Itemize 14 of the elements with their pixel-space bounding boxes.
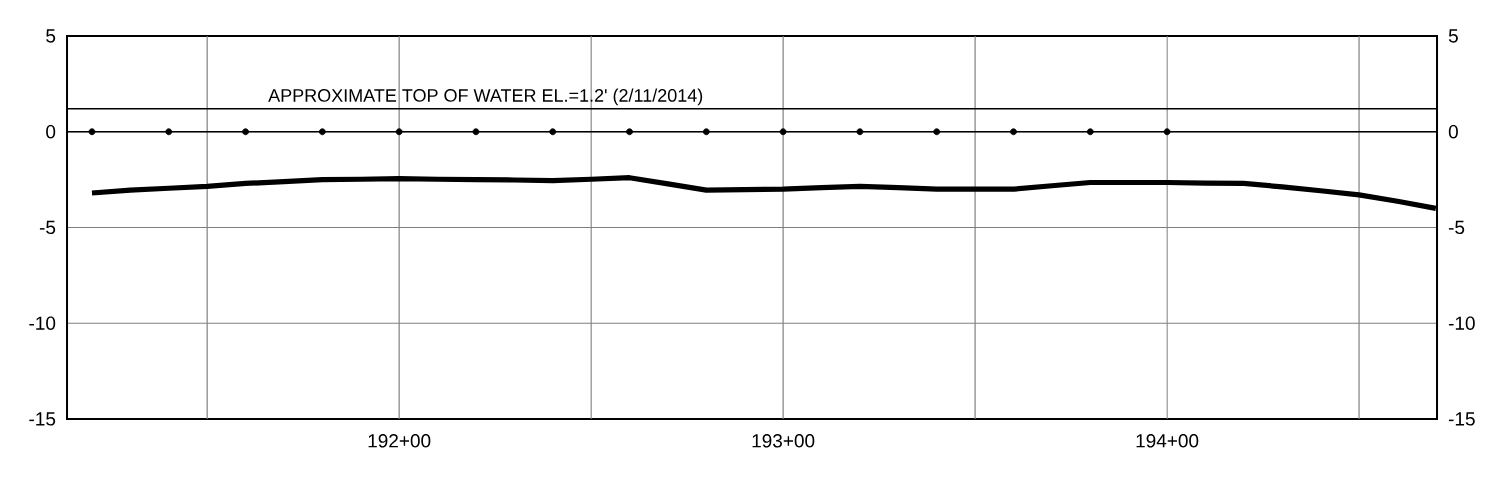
y2-tick-label: 5 xyxy=(1448,29,1458,43)
x-tick-label: 192+00 xyxy=(368,434,431,448)
y-tick-label: -15 xyxy=(29,412,56,426)
y-tick-label: -5 xyxy=(39,220,56,235)
x-tick-label: 194+00 xyxy=(1136,434,1199,448)
y-tick-label: 0 xyxy=(46,125,56,139)
y2-tick-label: -10 xyxy=(1448,316,1475,330)
x-tick-label: 193+00 xyxy=(752,434,815,448)
y2-tick-label: 0 xyxy=(1448,125,1458,139)
y-tick-label: -10 xyxy=(29,316,56,330)
y2-tick-label: -5 xyxy=(1448,220,1465,235)
y-tick-label: 5 xyxy=(46,29,56,43)
ref-line-label: APPROXIMATE TOP OF WATER EL.=1.2' (2/11/2014) xyxy=(268,88,703,106)
y2-tick-label: -15 xyxy=(1448,412,1475,426)
